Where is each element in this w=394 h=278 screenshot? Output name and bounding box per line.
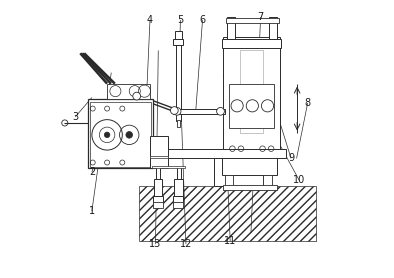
Text: 12: 12 — [180, 239, 192, 249]
Bar — [269, 17, 277, 39]
Text: 4: 4 — [147, 15, 153, 25]
Text: 2: 2 — [89, 167, 95, 177]
Bar — [173, 202, 184, 208]
Text: 8: 8 — [305, 98, 311, 108]
Bar — [154, 179, 162, 196]
Text: 3: 3 — [72, 112, 78, 122]
Text: 13: 13 — [149, 239, 162, 249]
Bar — [223, 37, 280, 156]
Bar — [226, 18, 279, 23]
Bar — [173, 196, 184, 203]
Bar — [173, 39, 183, 45]
Bar — [150, 136, 168, 168]
Circle shape — [126, 131, 132, 138]
Bar — [173, 109, 225, 114]
Text: 10: 10 — [293, 175, 305, 185]
Bar — [263, 175, 272, 186]
Bar — [153, 202, 163, 208]
Bar — [97, 149, 286, 158]
Text: 5: 5 — [177, 15, 184, 25]
Circle shape — [217, 108, 225, 115]
Bar — [150, 156, 168, 158]
Bar — [175, 31, 182, 39]
Circle shape — [173, 108, 181, 115]
Bar — [225, 175, 233, 186]
Bar — [177, 167, 181, 179]
Bar — [240, 51, 263, 133]
Bar — [229, 84, 275, 128]
Bar — [153, 196, 163, 203]
Bar — [227, 17, 234, 39]
Text: 6: 6 — [199, 15, 206, 25]
Text: 11: 11 — [224, 236, 236, 246]
Circle shape — [171, 107, 178, 114]
Bar — [156, 167, 160, 179]
Bar — [139, 186, 316, 241]
Bar — [90, 102, 151, 167]
Bar — [177, 120, 180, 126]
Bar — [222, 39, 281, 48]
Bar — [107, 84, 150, 99]
Bar — [88, 99, 153, 168]
Text: 9: 9 — [288, 153, 294, 163]
Text: 7: 7 — [258, 12, 264, 22]
Circle shape — [133, 92, 141, 100]
Bar — [152, 166, 185, 168]
Text: 1: 1 — [89, 206, 95, 216]
Circle shape — [104, 132, 110, 138]
Bar — [174, 179, 182, 196]
Bar — [176, 39, 181, 121]
Bar — [223, 185, 277, 190]
Bar — [222, 156, 277, 175]
Bar — [214, 158, 263, 186]
